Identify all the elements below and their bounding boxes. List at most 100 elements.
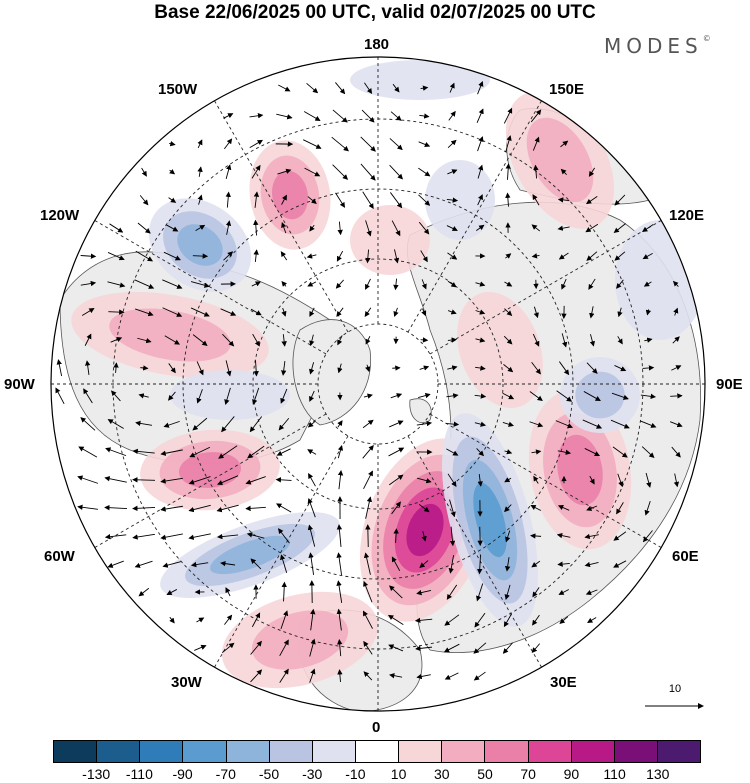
wind-vector [141, 167, 147, 177]
wind-vector [218, 445, 238, 459]
wind-vector [389, 138, 403, 151]
wind-vector [420, 250, 428, 263]
colorbar-segment [657, 741, 701, 762]
lon-label-left: 90W [4, 376, 35, 393]
wind-vector [247, 445, 265, 459]
wind-vector [307, 420, 316, 428]
wind-vector [224, 138, 233, 150]
wind-vector [504, 449, 513, 455]
wind-vector [389, 673, 403, 679]
wind-vector [132, 448, 155, 455]
wind-vector [362, 191, 374, 210]
negative-anomaly-contour [473, 482, 507, 558]
wind-vector [670, 393, 683, 399]
wind-vector [610, 419, 630, 429]
wind-vector [249, 416, 263, 433]
wind-vector [613, 560, 627, 568]
wind-vector [418, 194, 431, 206]
wind-vector [644, 501, 651, 516]
wind-vector [307, 196, 317, 204]
wind-vector [332, 164, 349, 180]
colorbar-segment [226, 741, 270, 762]
wind-vector [216, 504, 239, 513]
wind-vector [418, 141, 431, 147]
wind-vector [223, 113, 234, 119]
wind-vector [336, 250, 344, 262]
wind-vector [418, 392, 431, 399]
wind-vector [586, 251, 598, 261]
wind-vector [476, 448, 485, 457]
wind-vector [168, 197, 177, 203]
wind-vector [197, 166, 203, 177]
wind-vector [504, 477, 512, 483]
wind-vector [104, 504, 128, 511]
wind-vector [337, 669, 343, 683]
colorbar-segment [140, 741, 184, 762]
wind-vector [473, 671, 486, 681]
wind-vector [245, 476, 266, 485]
wind-vector [644, 337, 653, 343]
lon-label-right: 90E [716, 376, 743, 393]
wind-vector [613, 531, 627, 541]
meridian-line [407, 100, 542, 333]
wind-vector [83, 388, 93, 404]
wind-vector [192, 417, 208, 431]
meridian-line [407, 435, 542, 668]
wind-vector [389, 164, 404, 180]
colorbar-tick-label: 30 [434, 766, 450, 782]
colorbar-segment [183, 741, 227, 762]
wind-vector [137, 222, 151, 234]
wind-vector [474, 393, 487, 399]
wind-vector [588, 278, 596, 290]
wind-vector [331, 136, 349, 152]
wind-vector [533, 164, 539, 179]
wind-vector [446, 225, 458, 231]
wind-vector [307, 281, 317, 287]
wind-vector [362, 444, 374, 459]
wind-vector [80, 253, 97, 259]
wind-vector [391, 220, 401, 237]
wind-vector [220, 560, 236, 567]
colorbar-segment [355, 741, 400, 762]
negative-anomaly-contour [615, 220, 705, 340]
wind-vector [421, 531, 427, 542]
wind-vector [280, 251, 288, 261]
wind-vector [614, 194, 626, 206]
wind-vector [337, 363, 343, 374]
wind-vector [474, 612, 486, 628]
wind-vector [363, 671, 373, 681]
colorbar-tick-label: -50 [258, 766, 280, 782]
wind-vector [225, 220, 232, 235]
wind-vector [109, 223, 124, 233]
wind-vector [80, 417, 96, 431]
wind-vector [253, 249, 259, 262]
wind-vector [392, 83, 400, 93]
wind-vector [476, 224, 485, 232]
wind-vector [138, 393, 149, 399]
wind-vector [582, 419, 603, 429]
wind-vector [363, 610, 373, 629]
wind-vector [447, 252, 458, 260]
wind-vector [532, 194, 540, 206]
wind-vector [132, 505, 156, 512]
wind-vector [502, 392, 515, 400]
wind-vector [363, 580, 373, 603]
wind-vector [505, 530, 511, 543]
wind-vector [190, 281, 210, 288]
wind-vector [477, 164, 484, 179]
wind-vector [84, 360, 91, 375]
wind-vector [132, 533, 155, 540]
colorbar-segment [571, 741, 615, 762]
wind-vector [474, 421, 486, 427]
wind-vector [364, 82, 373, 95]
wind-vector [532, 587, 540, 598]
wind-vector [78, 446, 98, 458]
wind-vector [362, 419, 374, 429]
wind-vector [190, 307, 210, 317]
wind-vector [363, 640, 373, 655]
colorbar-segment [269, 741, 313, 762]
positive-anomaly-contour [109, 308, 231, 362]
negative-anomaly-contour [350, 60, 490, 100]
wind-vector [421, 308, 427, 317]
wind-vector [56, 359, 63, 377]
